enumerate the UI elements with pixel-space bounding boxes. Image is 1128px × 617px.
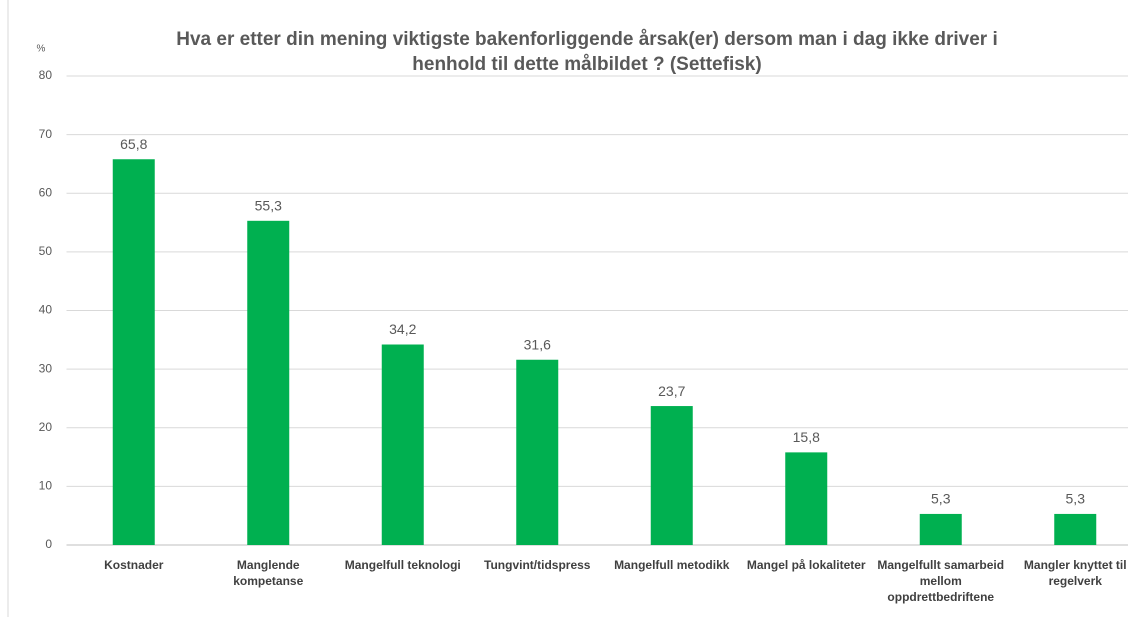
bar bbox=[785, 452, 828, 545]
bar bbox=[247, 220, 290, 545]
bar bbox=[1054, 513, 1097, 545]
y-tick-label: 10 bbox=[39, 479, 53, 493]
bar bbox=[650, 406, 693, 545]
x-tick-label: Kostnader bbox=[104, 558, 164, 572]
bar bbox=[516, 359, 559, 545]
y-tick-label: 30 bbox=[39, 361, 53, 375]
bar bbox=[919, 513, 962, 545]
x-tick-label: Tungvint/tidspress bbox=[484, 558, 591, 572]
y-tick-label: 20 bbox=[39, 420, 53, 434]
value-label: 55,3 bbox=[255, 198, 282, 214]
x-tick-label: Manglende kompetanse bbox=[233, 558, 304, 588]
x-tick-label: Mangelfullt samarbeid mellom oppdrettbed… bbox=[877, 558, 1005, 604]
x-tick-label: Mangelfull teknologi bbox=[344, 558, 461, 572]
value-label: 15,8 bbox=[793, 429, 820, 445]
y-tick-label: 40 bbox=[39, 303, 53, 317]
x-tick-label: Mangelfull metodikk bbox=[614, 558, 730, 572]
y-unit: % bbox=[37, 44, 46, 55]
y-tick-label: 50 bbox=[39, 244, 53, 258]
bar bbox=[112, 159, 155, 545]
value-label: 23,7 bbox=[658, 383, 685, 399]
y-tick-label: 60 bbox=[39, 185, 53, 199]
value-label: 5,3 bbox=[1066, 491, 1086, 507]
y-tick-label: 80 bbox=[39, 68, 53, 82]
chart-title: Hva er etter din mening viktigste bakenf… bbox=[176, 29, 998, 75]
value-label: 31,6 bbox=[524, 336, 551, 352]
x-tick-label: Mangler knyttet til regelverk bbox=[1023, 558, 1127, 588]
y-tick-label: 70 bbox=[39, 127, 53, 141]
value-label: 34,2 bbox=[389, 321, 416, 337]
y-tick-label: 0 bbox=[45, 537, 52, 551]
value-label: 65,8 bbox=[120, 136, 147, 152]
bar bbox=[381, 344, 424, 545]
value-label: 5,3 bbox=[931, 491, 951, 507]
x-tick-label: Mangel på lokaliteter bbox=[746, 558, 866, 572]
